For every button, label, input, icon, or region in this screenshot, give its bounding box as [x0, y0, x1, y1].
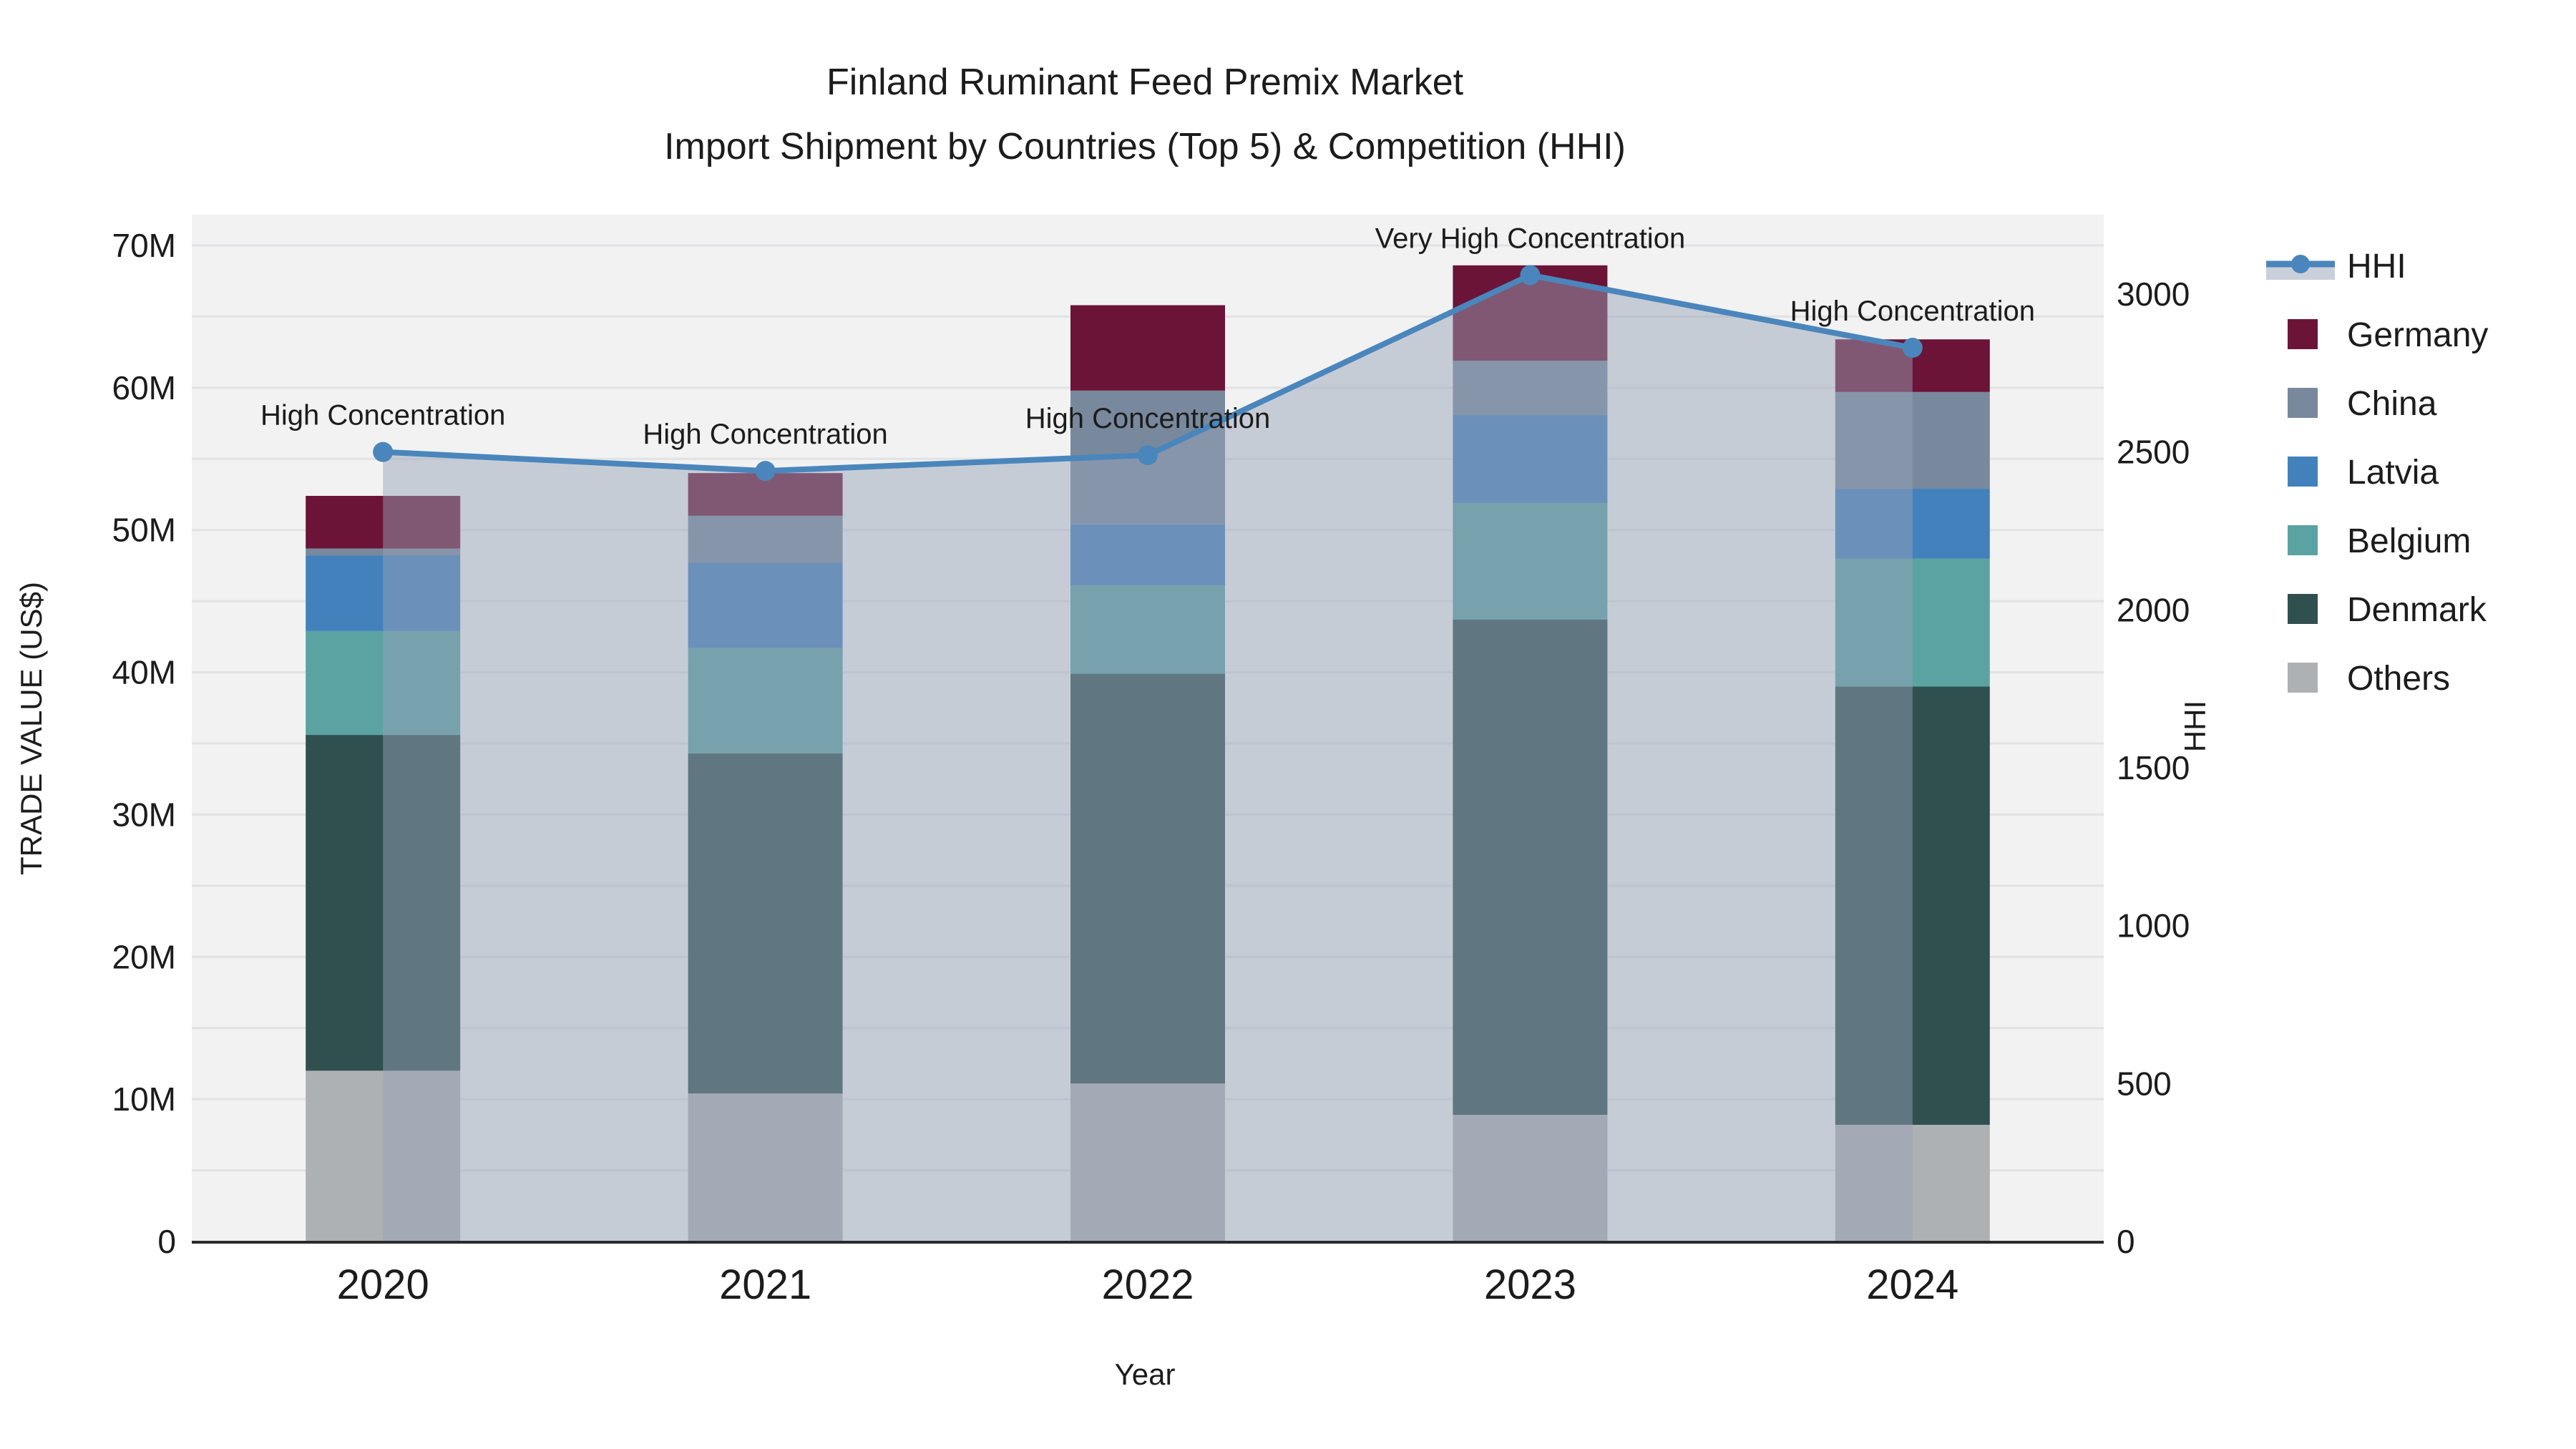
bar-segment-2024-china[interactable] — [1835, 391, 1990, 489]
legend-item-belgium[interactable]: Belgium — [2288, 522, 2471, 560]
x-axis-title: Year — [1115, 1357, 1176, 1391]
legend-swatch-germany — [2288, 319, 2318, 349]
bar-segment-2020-belgium[interactable] — [306, 630, 461, 736]
legend-swatch-others — [2288, 663, 2318, 693]
x-tick-2020: 2020 — [337, 1262, 429, 1308]
y-left-tick-20M: 20M — [112, 938, 176, 975]
bar-segment-2022-belgium[interactable] — [1070, 585, 1225, 674]
x-axis-ticks: 2020 2021 2022 2023 2024 — [337, 1262, 1959, 1308]
y-right-tick-500: 500 — [2117, 1065, 2172, 1102]
y-left-tick-30M: 30M — [112, 796, 176, 833]
hhi-marker-2020[interactable] — [373, 441, 394, 462]
hhi-area-fill — [383, 275, 1913, 1241]
y-axis-left-title: TRADE VALUE (US$) — [14, 582, 48, 875]
y-right-tick-2500: 2500 — [2117, 434, 2190, 471]
x-tick-2021: 2021 — [719, 1262, 811, 1308]
bar-segment-2020-china[interactable] — [306, 548, 461, 556]
y-right-tick-1500: 1500 — [2117, 749, 2190, 786]
hhi-marker-2023[interactable] — [1520, 265, 1541, 286]
x-tick-2022: 2022 — [1101, 1262, 1194, 1308]
x-tick-2023: 2023 — [1484, 1262, 1576, 1308]
hhi-marker-2024[interactable] — [1902, 338, 1923, 358]
bar-segment-2023-china[interactable] — [1453, 361, 1608, 415]
annotation-2020: High Concentration — [260, 400, 505, 431]
hhi-line-group — [373, 265, 1923, 482]
legend-item-others[interactable]: Others — [2288, 660, 2450, 698]
y-left-tick-40M: 40M — [112, 654, 176, 691]
y-left-tick-70M: 70M — [112, 227, 176, 264]
annotations-group: High Concentration High Concentration High… — [260, 223, 2035, 451]
chart-title-line1: Finland Ruminant Feed Premix Market — [826, 62, 1464, 103]
bar-segment-2020-germany[interactable] — [306, 495, 461, 549]
legend-swatch-denmark — [2288, 594, 2318, 624]
y-left-tick-60M: 60M — [112, 369, 176, 406]
bar-segment-2022-denmark[interactable] — [1070, 673, 1225, 1084]
bar-segment-2024-belgium[interactable] — [1835, 558, 1990, 687]
bar-segment-2021-belgium[interactable] — [688, 648, 843, 753]
hhi-area-group — [383, 275, 1913, 1241]
annotation-2023: Very High Concentration — [1375, 223, 1686, 255]
bar-segment-2021-others[interactable] — [688, 1093, 843, 1241]
annotation-2022: High Concentration — [1025, 403, 1270, 434]
legend-hhi-marker-swatch — [2291, 255, 2310, 273]
x-tick-2024: 2024 — [1866, 1262, 1958, 1308]
y-left-tick-0: 0 — [157, 1223, 176, 1260]
legend-swatch-latvia — [2288, 457, 2318, 487]
legend-item-china[interactable]: China — [2288, 385, 2437, 423]
bar-segment-2021-denmark[interactable] — [688, 753, 843, 1094]
bar-segment-2023-denmark[interactable] — [1453, 619, 1608, 1116]
legend-item-hhi[interactable]: HHI — [2266, 248, 2406, 286]
legend: HHI Germany China Latvia Belgium Denmark Other… — [2266, 248, 2488, 698]
legend-label-hhi: HHI — [2347, 248, 2406, 286]
y-right-tick-0: 0 — [2117, 1223, 2135, 1260]
bar-segment-2024-latvia[interactable] — [1835, 489, 1990, 559]
annotation-2024: High Concentration — [1790, 296, 2035, 327]
legend-label-others: Others — [2347, 660, 2450, 698]
bar-segment-2023-others[interactable] — [1453, 1115, 1608, 1241]
y-right-tick-1000: 1000 — [2117, 907, 2190, 945]
bar-segment-2024-others[interactable] — [1835, 1124, 1990, 1241]
bar-segment-2020-latvia[interactable] — [306, 555, 461, 631]
legend-swatch-china — [2288, 388, 2318, 418]
legend-item-germany[interactable]: Germany — [2288, 316, 2488, 354]
legend-item-latvia[interactable]: Latvia — [2288, 454, 2439, 492]
y-axis-right-title: HHI — [2178, 701, 2212, 752]
legend-swatch-belgium — [2288, 525, 2318, 555]
bar-segment-2022-germany[interactable] — [1070, 305, 1225, 391]
stacked-bars-group — [306, 265, 1990, 1241]
legend-item-denmark[interactable]: Denmark — [2288, 591, 2487, 629]
legend-label-belgium: Belgium — [2347, 522, 2471, 560]
chart-title-line2: Import Shipment by Countries (Top 5) & C… — [664, 126, 1626, 167]
bar-segment-2022-latvia[interactable] — [1070, 524, 1225, 586]
y-left-tick-50M: 50M — [112, 512, 176, 549]
bar-segment-2020-others[interactable] — [306, 1070, 461, 1241]
hhi-marker-2022[interactable] — [1138, 445, 1158, 466]
bar-segment-2021-china[interactable] — [688, 515, 843, 563]
legend-label-germany: Germany — [2347, 316, 2488, 354]
bar-segment-2021-latvia[interactable] — [688, 562, 843, 648]
y-axis-left-ticks: 0 10M 20M 30M 40M 50M 60M 70M — [112, 227, 176, 1260]
hhi-marker-2021[interactable] — [755, 461, 776, 482]
bar-segment-2023-latvia[interactable] — [1453, 414, 1608, 503]
legend-label-china: China — [2347, 385, 2437, 423]
y-axis-right-ticks: 0 500 1000 1500 2000 2500 3000 — [2117, 275, 2190, 1260]
legend-label-latvia: Latvia — [2347, 454, 2439, 492]
y-right-tick-3000: 3000 — [2117, 275, 2190, 313]
legend-label-denmark: Denmark — [2347, 591, 2487, 629]
y-right-tick-2000: 2000 — [2117, 591, 2190, 628]
bar-segment-2023-belgium[interactable] — [1453, 502, 1608, 620]
y-left-tick-10M: 10M — [112, 1080, 176, 1118]
bar-segment-2020-denmark[interactable] — [306, 735, 461, 1071]
annotation-2021: High Concentration — [643, 419, 887, 450]
bar-segment-2024-denmark[interactable] — [1835, 686, 1990, 1125]
bar-segment-2022-others[interactable] — [1070, 1083, 1225, 1241]
